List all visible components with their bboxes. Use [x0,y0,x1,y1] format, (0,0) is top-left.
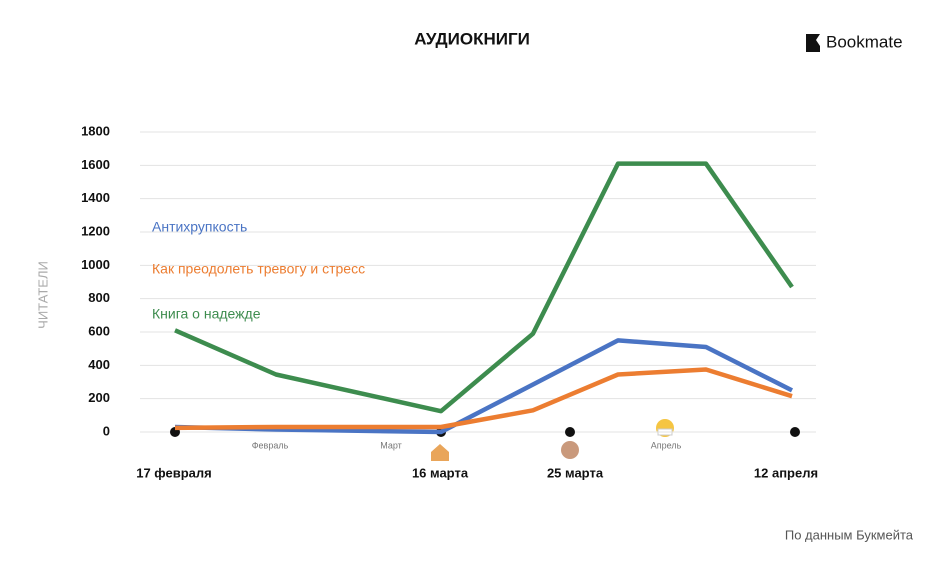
y-tick-label: 800 [88,290,110,305]
legend-label: Книга о надежде [152,306,261,322]
y-tick-label: 1400 [81,190,110,205]
event-icons [431,419,674,461]
y-tick-label: 1600 [81,157,110,172]
series-line [174,367,793,431]
source: По данным Букмейта [785,527,914,542]
x-date-label: 12 апреля [754,465,818,480]
series-line [174,338,794,435]
house-icon [431,444,449,461]
x-date-label: 16 марта [412,465,469,480]
month-label: Апрель [651,440,682,450]
legend-label: Как преодолеть тревогу и стресс [152,261,365,277]
face-icon [561,441,579,459]
y-tick-label: 1000 [81,257,110,272]
date-dot [790,427,800,437]
chart-title: АУДИОКНИГИ [414,29,530,48]
month-label: Март [380,440,402,450]
x-date-label: 17 февраля [136,465,212,480]
y-tick-label: 400 [88,357,110,372]
y-tick-label: 600 [88,323,110,338]
x-date-label: 25 марта [547,465,604,480]
y-tick-label: 200 [88,390,110,405]
y-tick-label: 1200 [81,223,110,238]
logo-icon [806,34,820,52]
y-tick-label: 0 [103,423,110,438]
series-line [174,161,794,414]
month-label: Февраль [252,440,289,450]
y-axis-label: ЧИТАТЕЛИ [35,261,50,329]
legend-label: Антихрупкость [152,219,247,235]
y-tick-label: 1800 [81,123,110,138]
logo-text: Bookmate [826,32,903,51]
logo: Bookmate [806,32,903,52]
date-dot [565,427,575,437]
